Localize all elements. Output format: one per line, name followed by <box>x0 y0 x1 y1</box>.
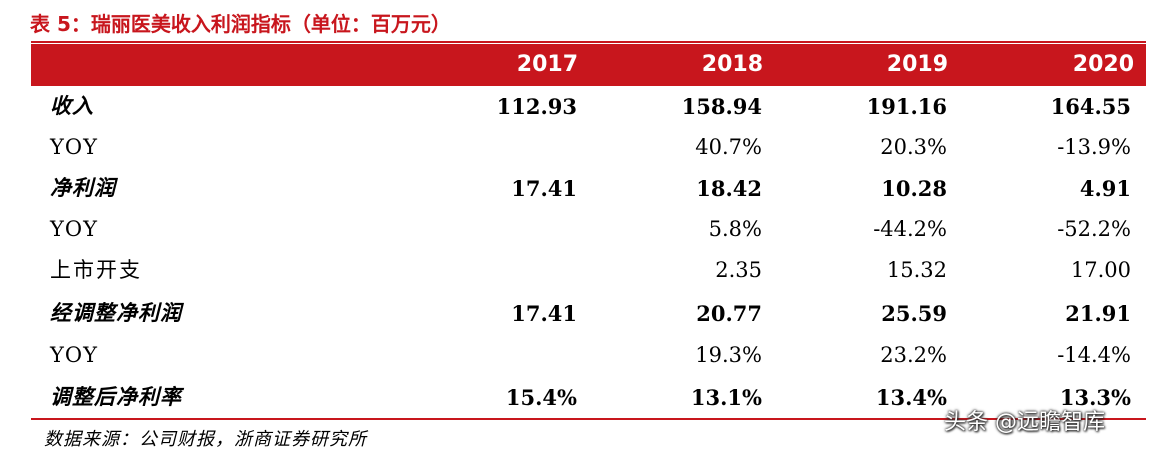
cell-2020: -13.9% <box>1057 135 1131 159</box>
table-row-net-profit-yoy: YOY 5.8% -44.2% -52.2% <box>31 209 1146 250</box>
cell-2018: 18.42 <box>696 176 762 201</box>
cell-2017 <box>437 209 577 250</box>
row-label: YOY <box>50 343 98 367</box>
cell-2019: -44.2% <box>873 217 947 241</box>
table-header: 2017 2018 2019 2020 <box>31 44 1146 86</box>
watermark: 头条 @远瞻智库 <box>944 410 1105 435</box>
row-label: YOY <box>50 135 98 159</box>
row-label: 净利润 <box>50 176 116 200</box>
year-header-2017: 2017 <box>516 52 578 77</box>
cell-2018: 5.8% <box>708 217 762 241</box>
table-row-revenue-yoy: YOY 40.7% 20.3% -13.9% <box>31 127 1146 168</box>
cell-2017: 17.41 <box>511 176 577 201</box>
cell-2017: 17.41 <box>511 301 577 326</box>
table-title: 表 5：瑞丽医美收入利润指标（单位：百万元） <box>30 12 451 36</box>
cell-2019: 15.32 <box>886 258 947 282</box>
cell-2017 <box>437 127 577 168</box>
year-header-2018: 2018 <box>701 52 763 77</box>
cell-2019: 10.28 <box>881 176 947 201</box>
year-header-2020: 2020 <box>1072 52 1134 77</box>
cell-2019: 23.2% <box>880 343 947 367</box>
cell-2020: -14.4% <box>1057 343 1131 367</box>
cell-2017 <box>437 250 577 291</box>
table-row-adjusted-net-profit: 经调整净利润 17.41 20.77 25.59 21.91 <box>31 293 1146 334</box>
cell-2019: 20.3% <box>880 135 947 159</box>
bottom-rule <box>31 418 1146 420</box>
cell-2018: 20.77 <box>696 301 762 326</box>
cell-2019: 25.59 <box>881 301 947 326</box>
table-row-net-profit: 净利润 17.41 18.42 10.28 4.91 <box>31 168 1146 209</box>
row-label: YOY <box>50 217 98 241</box>
cell-2020: 164.55 <box>1050 94 1131 119</box>
row-label: 调整后净利率 <box>50 385 182 409</box>
row-label: 经调整净利润 <box>50 301 182 325</box>
top-rule <box>31 41 1146 43</box>
cell-2019: 191.16 <box>866 94 947 119</box>
table-row-revenue: 收入 112.93 158.94 191.16 164.55 <box>31 86 1146 127</box>
cell-2018: 40.7% <box>695 135 762 159</box>
cell-2017 <box>437 335 577 376</box>
cell-2019: 13.4% <box>875 385 947 410</box>
table-row-adjusted-net-margin: 调整后净利率 15.4% 13.1% 13.4% 13.3% <box>31 377 1146 418</box>
row-label: 上市开支 <box>50 258 142 282</box>
source-note: 数据来源：公司财报，浙商证券研究所 <box>44 429 367 450</box>
cell-2020: 21.91 <box>1065 301 1131 326</box>
table-row-listing-expenses: 上市开支 2.35 15.32 17.00 <box>31 250 1146 291</box>
cell-2018: 19.3% <box>695 343 762 367</box>
cell-2017: 112.93 <box>496 94 577 119</box>
cell-2020: -52.2% <box>1057 217 1131 241</box>
row-label: 收入 <box>50 94 94 118</box>
cell-2020: 13.3% <box>1059 385 1131 410</box>
cell-2018: 158.94 <box>681 94 762 119</box>
table-row-adjusted-yoy: YOY 19.3% 23.2% -14.4% <box>31 335 1146 376</box>
cell-2018: 2.35 <box>715 258 762 282</box>
cell-2020: 4.91 <box>1079 176 1131 201</box>
cell-2018: 13.1% <box>690 385 762 410</box>
cell-2020: 17.00 <box>1070 258 1131 282</box>
year-header-2019: 2019 <box>886 52 948 77</box>
cell-2017: 15.4% <box>505 385 577 410</box>
